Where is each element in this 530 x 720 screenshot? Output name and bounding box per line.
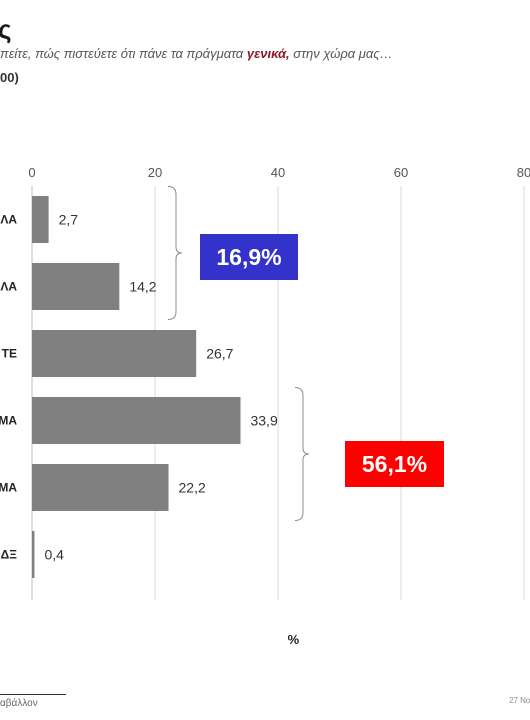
x-tick-label: 80 [517, 165, 530, 180]
footnote: αβάλλον [0, 698, 38, 709]
question-highlight: γενικά, [246, 46, 290, 61]
summary-bracket [294, 387, 310, 521]
bar [32, 397, 241, 444]
bar [32, 196, 49, 243]
summary-label: 16,9% [216, 244, 281, 270]
question-suffix: στην χώρα μας… [289, 46, 393, 61]
footnote-divider [0, 694, 66, 695]
bar [32, 464, 169, 511]
category-label: ΛΑ [0, 213, 17, 227]
x-tick-label: 40 [271, 165, 285, 180]
x-tick-label: 60 [394, 165, 408, 180]
category-label: ΜΑ [0, 481, 17, 495]
data-label: 14,2 [129, 279, 156, 295]
category-label: ΛΑ [0, 280, 17, 294]
date-label: 27 Νο [509, 696, 530, 705]
summary-label: 56,1% [362, 451, 427, 477]
x-tick-label: 0 [28, 165, 35, 180]
bar [32, 531, 35, 578]
question-text: πείτε, πώς πιστεύετε ότι πάνε τα πράγματ… [0, 46, 393, 61]
category-label: ΜΑ [0, 414, 17, 428]
category-label: ΔΞ [1, 548, 18, 562]
data-label: 2,7 [59, 212, 79, 228]
x-tick-label: 20 [148, 165, 162, 180]
question-prefix: πείτε, πώς πιστεύετε ότι πάνε τα πράγματ… [0, 46, 247, 61]
bar [32, 263, 120, 310]
sample-base: 00) [0, 70, 19, 85]
data-label: 26,7 [206, 346, 233, 362]
page-title: ς [0, 14, 12, 44]
summary-box [200, 234, 298, 280]
summary-bracket [167, 186, 183, 320]
data-label: 33,9 [250, 413, 277, 429]
data-label: 22,2 [179, 480, 206, 496]
data-label: 0,4 [44, 547, 64, 563]
category-label: ΤΕ [2, 347, 17, 361]
x-axis-label: % [288, 632, 300, 647]
summary-box [345, 441, 444, 487]
bar [32, 330, 197, 377]
